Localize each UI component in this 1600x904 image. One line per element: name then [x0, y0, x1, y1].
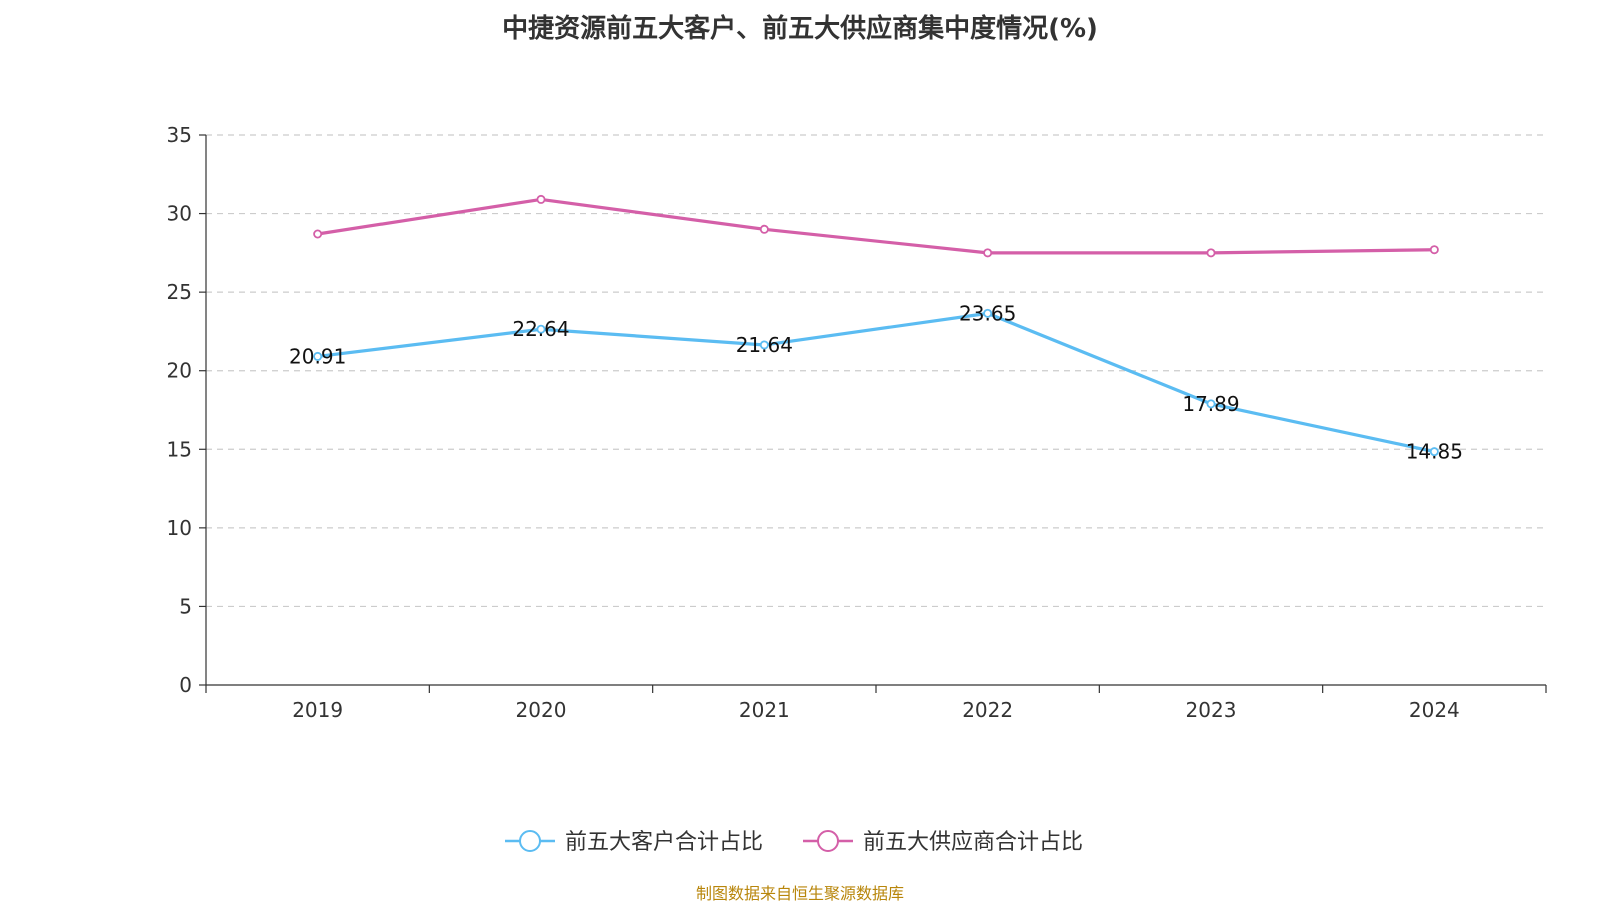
series-line-2 — [317, 197, 1435, 255]
data-point — [759, 340, 769, 350]
x-tick-label: 2020 — [516, 698, 567, 722]
data-point — [759, 224, 769, 234]
y-tick-label: 10 — [167, 516, 192, 540]
data-label: 23.65 — [959, 301, 1016, 325]
y-tick-label: 25 — [167, 280, 192, 304]
y-tick-label: 15 — [167, 437, 192, 461]
data-point — [1206, 248, 1216, 258]
chart-title: 中捷资源前五大客户、前五大供应商集中度情况(%) — [502, 14, 1098, 44]
data-point — [536, 194, 546, 204]
data-point — [1429, 245, 1439, 255]
data-label: 17.89 — [1182, 392, 1239, 416]
y-tick-label: 20 — [167, 359, 192, 383]
y-tick-label: 30 — [167, 202, 192, 226]
x-tick-label: 2019 — [292, 698, 343, 722]
data-point — [313, 229, 323, 239]
legend-marker-1 — [519, 830, 541, 852]
data-point — [313, 351, 323, 361]
legend-label-2: 前五大供应商合计占比 — [863, 830, 1083, 855]
data-point — [983, 308, 993, 318]
legend-marker-2 — [817, 830, 839, 852]
data-point — [1429, 447, 1439, 457]
x-tick-label: 2021 — [739, 698, 790, 722]
series-line-1 — [317, 311, 1435, 454]
data-label: 20.91 — [289, 344, 346, 368]
x-tick-label: 2023 — [1186, 698, 1237, 722]
data-point — [1206, 399, 1216, 409]
data-point — [983, 248, 993, 258]
y-tick-label: 5 — [179, 594, 192, 618]
data-label: 22.64 — [512, 317, 569, 341]
data-point — [536, 324, 546, 334]
legend-label-1: 前五大客户合计占比 — [565, 830, 763, 855]
x-tick-label: 2022 — [962, 698, 1013, 722]
y-tick-label: 0 — [179, 673, 192, 697]
data-label: 14.85 — [1406, 440, 1463, 464]
x-tick-label: 2024 — [1409, 698, 1460, 722]
y-tick-label: 35 — [167, 123, 192, 147]
source-note: 制图数据来自恒生聚源数据库 — [695, 884, 904, 903]
data-label: 21.64 — [736, 333, 793, 357]
